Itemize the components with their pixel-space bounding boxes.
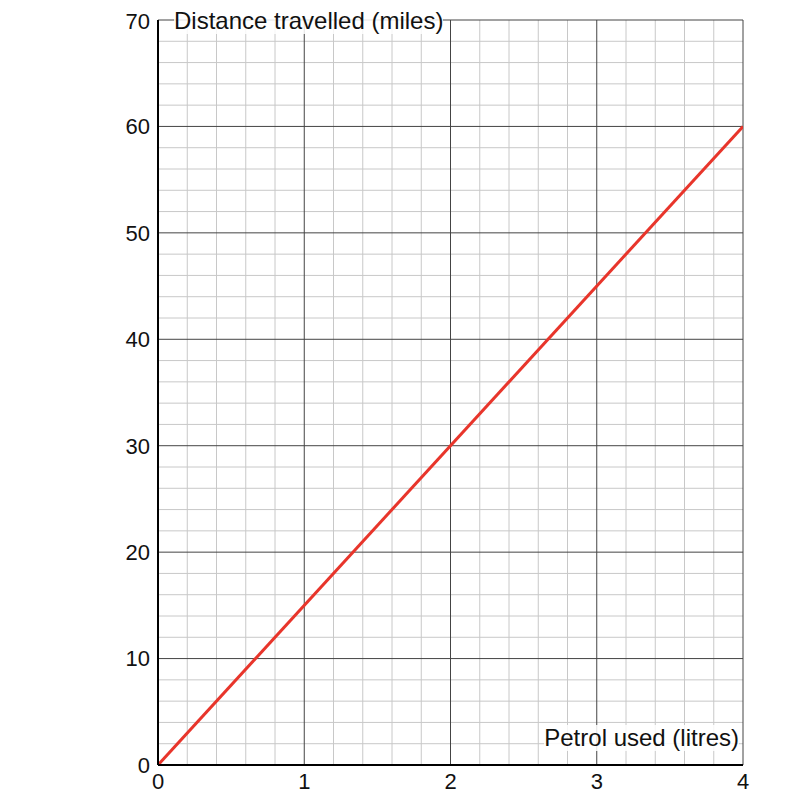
svg-text:3: 3 xyxy=(591,769,603,793)
svg-text:10: 10 xyxy=(126,646,150,671)
svg-text:4: 4 xyxy=(737,769,749,793)
html-text:Distance travelled (miles): Distance travelled (miles) xyxy=(174,7,444,34)
svg-text:0: 0 xyxy=(152,769,164,793)
svg-text:40: 40 xyxy=(126,327,150,352)
svg-text:70: 70 xyxy=(126,9,150,34)
svg-text:2: 2 xyxy=(444,769,456,793)
svg-text:30: 30 xyxy=(126,434,150,459)
svg-text:60: 60 xyxy=(126,114,150,139)
html-text:Petrol used (litres): Petrol used (litres) xyxy=(544,724,739,751)
svg-text:0: 0 xyxy=(138,753,150,778)
svg-text:1: 1 xyxy=(298,769,310,793)
svg-text:50: 50 xyxy=(126,221,150,246)
svg-text:20: 20 xyxy=(126,540,150,565)
